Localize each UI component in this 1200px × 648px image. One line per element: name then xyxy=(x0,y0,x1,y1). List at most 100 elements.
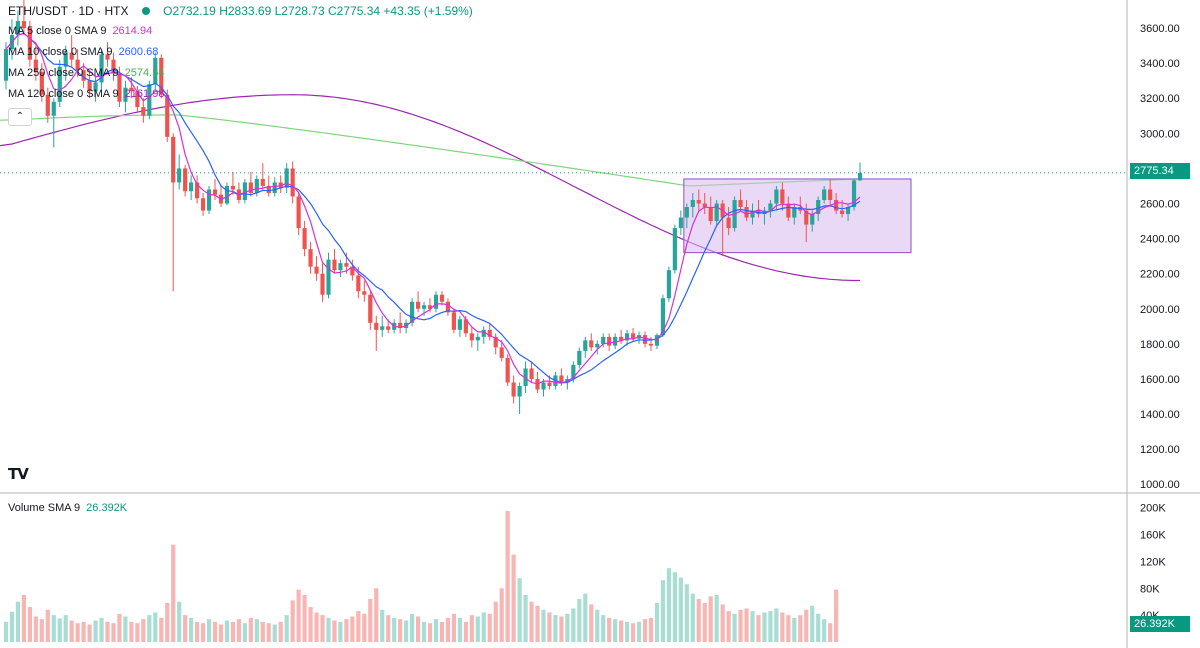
ma250-line xyxy=(0,114,861,187)
ma10-legend[interactable]: MA 10 close 0 SMA 9 2600.68 xyxy=(8,46,159,58)
volume-bar xyxy=(762,612,767,642)
price-tick-label: 1800.00 xyxy=(1140,339,1180,351)
volume-bar xyxy=(499,588,504,642)
volume-bar xyxy=(111,623,116,642)
ma5-line-group xyxy=(5,32,861,385)
candle-body xyxy=(39,71,44,95)
volume-bar xyxy=(326,617,331,642)
volume-bar xyxy=(266,623,271,642)
candle-body xyxy=(57,66,62,102)
candle-body xyxy=(195,182,200,199)
volume-bar xyxy=(756,615,761,642)
volume-bar xyxy=(433,619,439,642)
candle-body xyxy=(816,200,821,215)
volume-bar xyxy=(702,603,707,642)
volume-bar xyxy=(33,616,38,642)
volume-bar xyxy=(505,511,510,642)
open-value: O2732.19 xyxy=(163,4,216,18)
volume-bar xyxy=(511,554,516,642)
volume-bar xyxy=(195,621,200,642)
candle-body xyxy=(451,312,456,330)
volume-bar xyxy=(278,621,283,642)
ma120-legend[interactable]: MA 120 close 0 SMA 9 2161.98 xyxy=(8,88,165,100)
candle-body xyxy=(224,185,230,204)
volume-bar xyxy=(834,589,839,642)
candle-body xyxy=(63,52,68,67)
candle-body xyxy=(177,168,182,183)
candle-body xyxy=(171,136,176,183)
candle-body xyxy=(45,94,50,116)
volume-bar xyxy=(559,616,564,642)
volume-bar xyxy=(445,617,451,642)
tradingview-logo[interactable]: TV xyxy=(8,465,29,483)
volume-bar xyxy=(105,621,110,642)
price-tick-label: 3600.00 xyxy=(1140,23,1180,35)
change-value: +43.35 (+1.59%) xyxy=(383,4,473,18)
candle-body xyxy=(744,207,749,218)
candle-body xyxy=(433,294,439,309)
volume-tick-label: 160K xyxy=(1140,530,1166,542)
volume-bar xyxy=(368,599,373,642)
candle-body xyxy=(212,189,218,195)
volume-bar xyxy=(398,619,403,642)
volume-legend[interactable]: Volume SMA 9 26.392K xyxy=(8,502,128,514)
volume-bar xyxy=(786,615,791,642)
ma5-legend[interactable]: MA 5 close 0 SMA 9 2614.94 xyxy=(8,25,153,37)
volume-bar xyxy=(750,611,755,642)
volume-bar xyxy=(708,596,713,642)
candle-body xyxy=(350,266,355,276)
candle-body xyxy=(684,207,689,218)
last-volume-label: 26.392K xyxy=(1130,616,1190,632)
candle-body xyxy=(33,59,38,72)
candle-body xyxy=(326,259,331,295)
price-tick-label: 2200.00 xyxy=(1140,269,1180,281)
ma250-legend[interactable]: MA 250 close 0 SMA 9 2574.54 xyxy=(8,67,165,79)
high-value: H2833.69 xyxy=(219,4,272,18)
candle-body xyxy=(159,57,164,95)
volume-bar xyxy=(308,607,313,642)
volume-bar xyxy=(57,618,62,642)
volume-bar xyxy=(338,621,343,642)
candle-body xyxy=(206,189,212,211)
candle-body xyxy=(810,214,815,225)
candle-body xyxy=(320,273,325,295)
chevron-up-icon[interactable]: ⌃ xyxy=(8,108,32,126)
price-axis[interactable]: 3600.003400.003200.003000.002800.002600.… xyxy=(1140,23,1180,491)
symbol-title[interactable]: ETH/USDT · 1D · HTX xyxy=(8,4,129,18)
candle-body xyxy=(481,329,486,337)
volume-bar xyxy=(45,609,50,642)
volume-bar xyxy=(206,619,212,642)
volume-bar xyxy=(404,620,409,642)
candle-body xyxy=(260,178,265,186)
last-price-label: 2775.34 xyxy=(1130,163,1190,179)
candle-body xyxy=(780,189,785,204)
volume-bar xyxy=(469,615,474,642)
volume-bar xyxy=(774,608,779,642)
volume-bar xyxy=(290,600,295,642)
volume-bar xyxy=(607,617,612,642)
volume-bar xyxy=(744,608,749,642)
price-tick-label: 2600.00 xyxy=(1140,199,1180,211)
symbol-header: ETH/USDT · 1D · HTX O2732.19 H2833.69 L2… xyxy=(8,4,473,18)
candle-body xyxy=(786,203,791,218)
candle-body xyxy=(589,340,594,348)
candle-body xyxy=(135,91,140,108)
candle-body xyxy=(845,207,851,215)
volume-bar xyxy=(362,613,367,642)
volume-bar xyxy=(69,620,74,642)
volume-bar xyxy=(272,624,277,642)
candle-body xyxy=(386,326,391,330)
volume-axis[interactable]: 200K160K120K80K40K xyxy=(1140,503,1166,622)
volume-bar xyxy=(636,621,642,642)
candle-body xyxy=(27,28,32,60)
volume-bar xyxy=(642,619,648,642)
candle-body xyxy=(69,52,74,60)
candle-body xyxy=(457,319,462,330)
volume-bar xyxy=(523,595,528,642)
candle-body xyxy=(822,189,827,201)
volume-bar xyxy=(732,613,737,642)
candle-body xyxy=(517,385,522,397)
volume-bar xyxy=(696,599,701,642)
volume-bar xyxy=(21,595,26,642)
